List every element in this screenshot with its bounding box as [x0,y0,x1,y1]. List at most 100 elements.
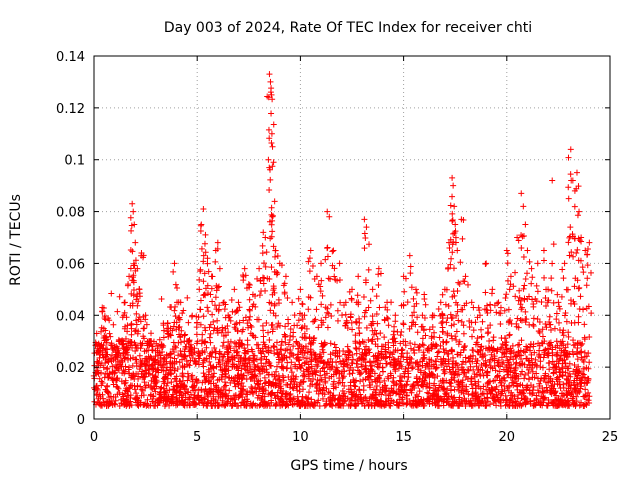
data-point [261,380,268,387]
data-point [442,390,449,397]
data-point [537,364,544,371]
data-point [421,314,428,321]
data-point [540,394,547,401]
data-point [526,387,533,394]
data-point [580,358,587,365]
data-point [550,370,557,377]
data-point [582,386,589,393]
data-point [185,361,192,368]
data-point [197,321,204,328]
data-point [116,293,123,300]
data-point [314,363,321,370]
data-point [407,340,414,347]
data-point [424,347,431,354]
data-point [181,348,188,355]
data-point [221,383,228,390]
data-point [523,343,530,350]
data-point [506,362,513,369]
data-point [98,369,105,376]
data-point [211,370,218,377]
data-point [462,354,469,361]
data-point [467,363,474,370]
data-point [100,364,107,371]
data-point [543,324,550,331]
data-point [385,344,392,351]
data-point [470,347,477,354]
data-point [555,376,562,383]
data-point [194,338,201,345]
data-point [307,340,314,347]
data-point [327,340,334,347]
data-point [143,321,150,328]
data-point [473,360,480,367]
data-point [546,366,553,373]
data-point [546,359,553,366]
data-point [577,401,584,408]
data-point [107,333,114,340]
data-point [323,385,330,392]
data-point [323,398,330,405]
data-point [344,343,351,350]
data-point [256,385,263,392]
data-point [267,362,274,369]
data-point [152,365,159,372]
data-point [353,360,360,367]
data-point [202,396,209,403]
data-point [516,352,523,359]
data-point [550,399,557,406]
data-point [586,359,593,366]
data-point [373,391,380,398]
data-point [492,367,499,374]
data-point [367,359,374,366]
data-point [184,370,191,377]
data-point [486,338,493,345]
data-point [177,348,184,355]
data-point [183,358,190,365]
data-point [202,378,209,385]
data-point [574,356,581,363]
data-point [246,313,253,320]
data-point [520,348,527,355]
data-point [163,351,170,358]
y-tick-label: 0.1 [64,154,85,169]
data-point [158,296,165,303]
data-point [397,378,404,385]
data-point [206,377,213,384]
data-point [176,359,183,366]
data-point [284,359,291,366]
data-point [146,365,153,372]
data-point [248,369,255,376]
data-point [539,326,546,333]
data-point [316,403,323,410]
y-tick-label: 0.14 [56,50,85,65]
data-point [349,351,356,358]
data-point [383,360,390,367]
data-point [529,391,536,398]
data-point [580,371,587,378]
data-point [284,382,291,389]
data-point [566,360,573,367]
data-point [539,364,546,371]
data-point [503,339,510,346]
x-tick-label: 15 [395,430,412,445]
data-point [518,317,525,324]
chart-title: Day 003 of 2024, Rate Of TEC Index for r… [164,20,532,36]
data-point [276,376,283,383]
data-point [207,339,214,346]
y-tick-label: 0.04 [56,309,85,324]
data-point [109,363,116,370]
data-point [214,317,221,324]
x-tick-label: 5 [193,430,201,445]
data-point [244,337,251,344]
data-point [239,359,246,366]
data-point [451,386,458,393]
data-point [419,335,426,342]
data-point [330,392,337,399]
data-point [337,358,343,365]
data-point [261,353,268,360]
data-point [216,356,223,363]
data-point [414,314,421,321]
x-tick-label: 20 [499,430,516,445]
data-point [503,345,510,352]
data-point [121,380,128,387]
